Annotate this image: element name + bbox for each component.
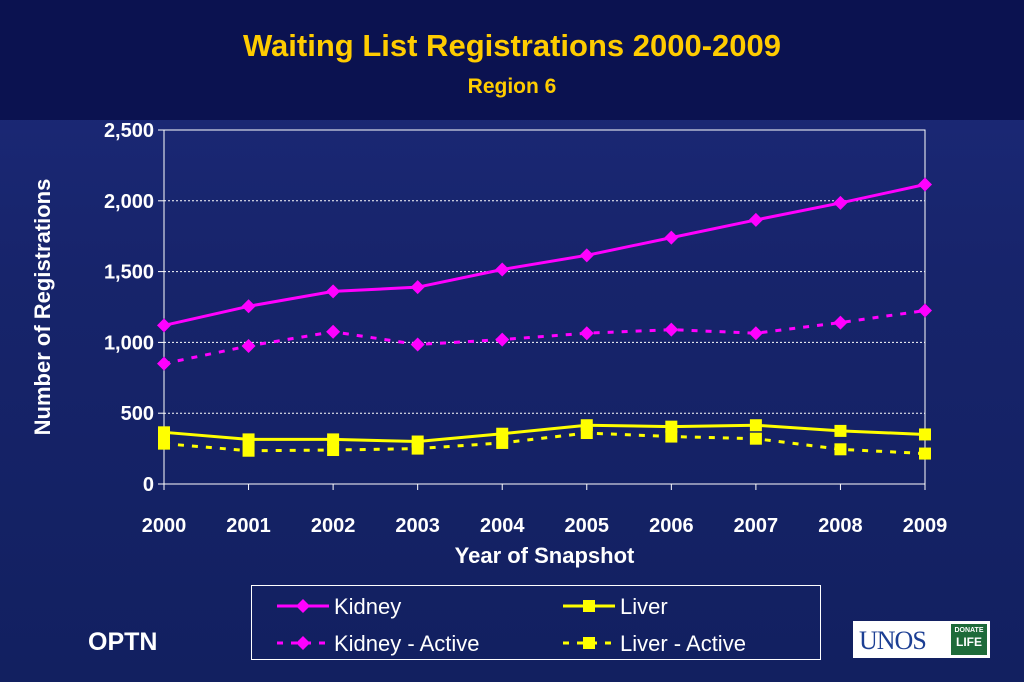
point-kidney-active (157, 356, 171, 371)
point-liver-active (580, 427, 593, 440)
unos-logo-text: UNOS (859, 626, 927, 655)
point-kidney (748, 212, 763, 227)
legend-swatches (277, 599, 615, 650)
x-tick-label: 2001 (226, 515, 271, 537)
series-line-kidney (163, 183, 926, 327)
point-liver-active (749, 432, 762, 445)
point-kidney (579, 248, 594, 263)
chart-legend: Kidney Kidney - Active Liver Liver - Act… (251, 585, 821, 660)
point-liver (496, 427, 509, 440)
point-liver (749, 419, 762, 432)
series-line-liver (163, 423, 926, 444)
point-liver-active (411, 442, 424, 455)
point-liver-active (496, 436, 509, 449)
y-axis-title: Number of Registrations (30, 179, 55, 436)
optn-label: OPTN (88, 628, 158, 656)
point-kidney-active (664, 322, 679, 337)
point-kidney (833, 195, 848, 210)
chart-title: Waiting List Registrations 2000-2009 (242, 28, 782, 63)
x-tick-label: 2007 (734, 515, 779, 537)
donate-life-badge: DONATE LIFE (951, 624, 987, 655)
y-tick-label: 500 (121, 403, 154, 425)
point-kidney (326, 284, 341, 299)
point-liver (834, 424, 847, 437)
legend-marker-liver-active (583, 637, 595, 649)
x-tick-label: 2005 (565, 515, 610, 537)
x-axis-title: Year of Snapshot (455, 543, 635, 568)
legend-label-liver: Liver (620, 594, 668, 619)
legend-label-kidney: Kidney (334, 594, 402, 619)
legend-marker-kidney-active (296, 636, 310, 650)
point-liver-active (158, 437, 170, 450)
point-kidney (495, 262, 510, 277)
point-kidney-active (579, 326, 594, 341)
legend-marker-liver (583, 600, 595, 612)
point-kidney-active (833, 315, 848, 330)
point-kidney-active (326, 324, 341, 339)
y-tick-label: 2,000 (104, 191, 154, 213)
point-liver-active (919, 447, 931, 460)
legend-label-kidney-active: Kidney - Active (334, 631, 480, 656)
x-tick-label: 2002 (311, 515, 356, 537)
donate-badge-top: DONATE (954, 627, 984, 634)
x-tick-label: 2006 (649, 515, 694, 537)
point-liver-active (327, 444, 340, 457)
chart-subtitle: Region 6 (467, 75, 557, 98)
point-kidney (664, 230, 679, 245)
point-kidney-active (748, 326, 763, 341)
point-liver (327, 433, 340, 446)
x-tick-label: 2009 (903, 515, 948, 537)
x-tick-label: 2000 (142, 515, 187, 537)
y-tick-label: 0 (143, 474, 154, 496)
point-liver-active (242, 444, 255, 457)
point-kidney-active (410, 337, 425, 352)
point-liver (158, 426, 170, 439)
y-tick-label: 1,500 (104, 262, 154, 284)
point-liver-active (665, 430, 678, 443)
point-kidney (918, 177, 932, 192)
y-tick-label: 1,000 (104, 332, 154, 354)
title-band (0, 0, 1024, 120)
donate-badge-bottom: LIFE (956, 635, 982, 649)
y-tick-label: 2,500 (104, 120, 154, 142)
point-kidney (157, 318, 171, 333)
unos-logo: UNOS DONATE LIFE (853, 621, 990, 658)
legend-marker-kidney (296, 599, 310, 613)
x-tick-label: 2004 (480, 515, 525, 537)
point-kidney (410, 280, 425, 295)
point-kidney-active (241, 338, 256, 353)
point-liver (242, 433, 255, 446)
point-kidney (241, 299, 256, 314)
point-liver (919, 428, 931, 441)
series-line-kidney-active (163, 309, 926, 366)
point-kidney-active (918, 303, 932, 318)
x-tick-label: 2008 (818, 515, 863, 537)
legend-label-liver-active: Liver - Active (620, 631, 746, 656)
point-liver-active (834, 443, 847, 456)
x-tick-label: 2003 (395, 515, 440, 537)
series-line-liver-active (163, 431, 926, 456)
point-kidney-active (495, 332, 510, 347)
point-liver (665, 420, 678, 433)
